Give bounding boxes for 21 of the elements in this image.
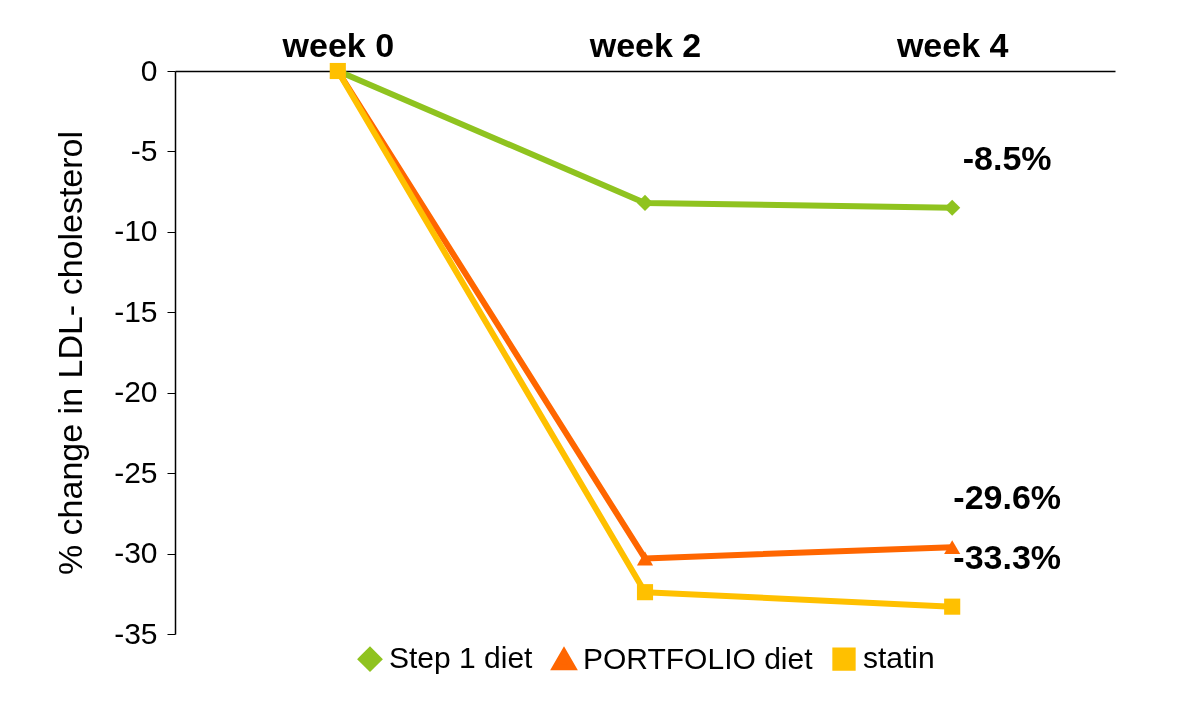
data-label: -8.5% xyxy=(962,138,1052,177)
y-tick-label: -25 xyxy=(114,455,158,489)
y-tick-label: 0 xyxy=(140,53,158,87)
point xyxy=(636,584,654,601)
data-label: -29.6% xyxy=(953,478,1062,517)
y-tick-label: -30 xyxy=(114,536,158,570)
x-tick-label: week 0 xyxy=(281,25,395,64)
y-tick-label: -5 xyxy=(130,133,158,167)
y-axis-title: % change in LDL- cholesterol xyxy=(51,130,90,576)
x-tick-label: week 2 xyxy=(588,25,702,64)
legend-label: statin xyxy=(863,641,935,675)
y-tick-label: -15 xyxy=(114,294,158,328)
y-tick-label: -10 xyxy=(114,214,158,248)
data-label: -33.3% xyxy=(953,537,1062,576)
legend-label: Step 1 diet xyxy=(389,641,534,675)
point xyxy=(944,199,961,216)
x-tick-label: week 4 xyxy=(895,25,1009,64)
y-tick-label: -35 xyxy=(114,616,158,650)
legend-label: PORTFOLIO diet xyxy=(583,641,814,675)
y-tick-label: -20 xyxy=(114,375,158,409)
point xyxy=(944,598,961,615)
